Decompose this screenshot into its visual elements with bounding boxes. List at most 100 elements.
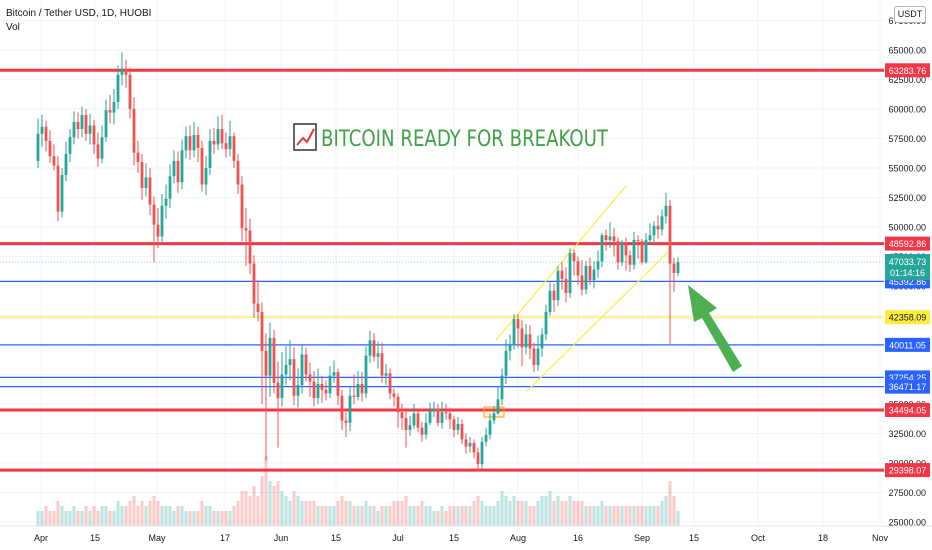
candle-body [88, 125, 92, 134]
volume-bar [304, 501, 308, 526]
volume-bar [144, 506, 148, 526]
candle-body [292, 359, 296, 396]
volume-bar [588, 506, 592, 526]
volume-bar [644, 506, 648, 526]
arrow-icon [688, 285, 742, 372]
level-price-label: 40011.05 [889, 340, 926, 350]
volume-bar [204, 506, 208, 526]
volume-bar [380, 506, 384, 526]
volume-bar [316, 506, 320, 526]
volume-bar [52, 511, 56, 526]
volume-bar [328, 506, 332, 526]
candle-body [588, 265, 592, 281]
volume-bar [484, 506, 488, 526]
volume-bar [196, 511, 200, 526]
volume-bar [276, 481, 280, 526]
candle-body [480, 441, 484, 465]
y-tick-label: 55000.00 [888, 164, 926, 174]
volume-bar [464, 506, 468, 526]
current-price-bg [885, 254, 930, 281]
volume-bar [184, 511, 188, 526]
candle-body [100, 137, 104, 159]
candle-body [180, 150, 184, 183]
candle-body [524, 334, 528, 348]
x-tick-label: 16 [573, 533, 583, 543]
volume-bar [540, 496, 544, 526]
x-tick-label: 15 [689, 533, 699, 543]
candle-body [264, 350, 268, 376]
candle-body [668, 205, 672, 264]
volume-bar [612, 506, 616, 526]
volume-bar [364, 501, 368, 526]
candle-body [340, 395, 344, 421]
lower-channel-line[interactable] [526, 251, 669, 392]
volume-bar [452, 506, 456, 526]
volume-bar [664, 496, 668, 526]
volume-bar [620, 506, 624, 526]
drawings[interactable] [483, 185, 669, 418]
candle-body [396, 396, 400, 413]
volume-bar [536, 501, 540, 526]
level-price-label: 45392.86 [889, 277, 927, 287]
volume-bar [132, 496, 136, 526]
candle-body [580, 275, 584, 290]
candle-body [556, 270, 560, 301]
volume-bar [232, 506, 236, 526]
candle-body [476, 452, 480, 465]
volume-bar [76, 511, 80, 526]
candle-body [520, 328, 524, 348]
volume-bar [224, 511, 228, 526]
current-price-value: 47033.73 [889, 257, 927, 267]
candle-body [460, 424, 464, 440]
candle-body [44, 126, 48, 141]
candle-body [408, 425, 412, 430]
candle-body [644, 239, 648, 263]
y-tick-label: 32500.00 [888, 429, 926, 439]
candle-body [604, 235, 608, 240]
candle-body [144, 177, 148, 189]
volume-bar [572, 501, 576, 526]
volume-legend[interactable]: Vol [6, 22, 20, 33]
level-price-label: 48592.86 [889, 239, 927, 249]
volume-bar [376, 511, 380, 526]
candle-body [288, 359, 292, 366]
candle-body [432, 408, 436, 412]
volume-bar [252, 486, 256, 526]
candle-body [464, 439, 468, 447]
currency-unit-button[interactable]: USDT [894, 6, 926, 23]
candle-body [568, 252, 572, 294]
candle-body [564, 278, 568, 294]
candle-body [188, 136, 192, 151]
volume-bar [80, 511, 84, 526]
volume-bar [88, 511, 92, 526]
candle-body [336, 372, 340, 396]
volume-bar [544, 496, 548, 526]
volume-bar [360, 506, 364, 526]
time-axis[interactable]: Apr 15 May 17 Jun 15 Jul 15 Aug 16 Sep 15 Oct 18 Nov [0, 525, 932, 550]
volume-bar [128, 501, 132, 526]
candle-body [64, 153, 68, 176]
candle-body [280, 374, 284, 399]
candle-body [452, 419, 456, 430]
candle-body [320, 383, 324, 390]
symbol-legend[interactable]: Bitcoin / Tether USD, 1D, HUOBI [6, 8, 152, 19]
volume-bar [212, 511, 216, 526]
volume-bar [36, 511, 40, 526]
volume-bar [260, 476, 264, 526]
volume-bar [344, 501, 348, 526]
volume-bar [636, 506, 640, 526]
candle-body [456, 424, 460, 430]
volume-bar [312, 501, 316, 526]
candle-body [652, 225, 656, 236]
volume-bar [352, 506, 356, 526]
horizontal-levels[interactable] [0, 68, 884, 472]
candle-body [424, 422, 428, 435]
volume-bar [160, 506, 164, 526]
volume-bar [676, 511, 680, 526]
candle-body [536, 348, 540, 366]
level-price-label-bg [885, 463, 930, 478]
candle-body [416, 413, 420, 428]
candle-body [504, 350, 508, 376]
candles [36, 52, 680, 472]
